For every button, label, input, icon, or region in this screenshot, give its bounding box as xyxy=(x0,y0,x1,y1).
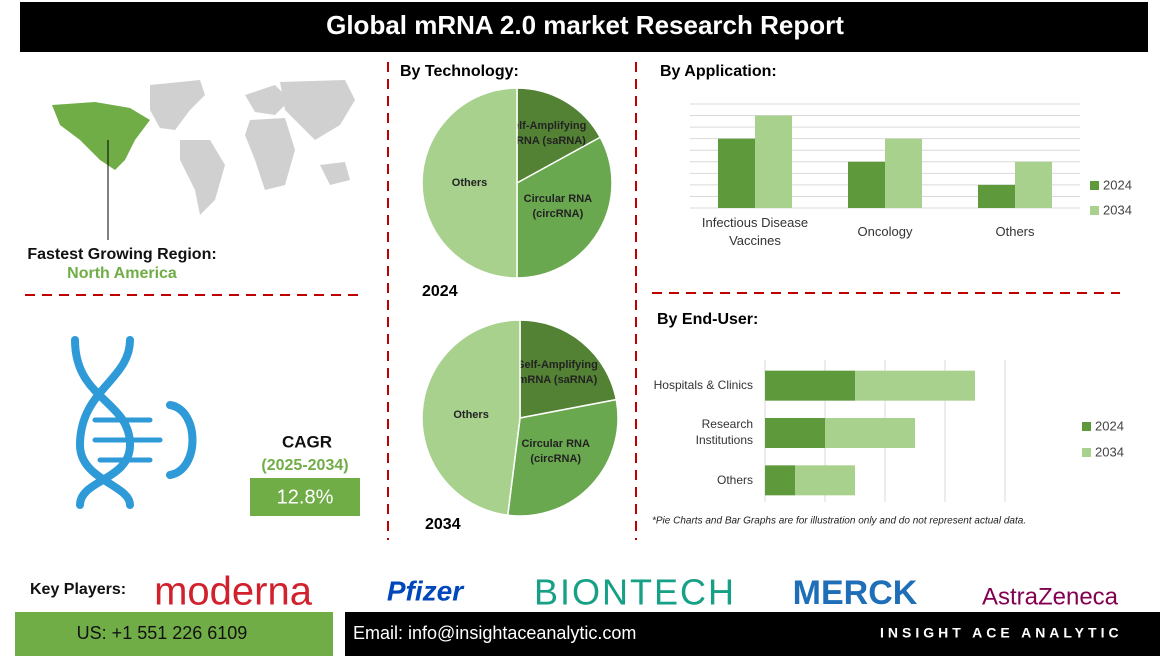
pie-slice xyxy=(506,398,619,517)
company-logo: MERCK xyxy=(793,574,918,612)
chart-title: By Application: xyxy=(660,63,777,80)
pie-label-box: Circular RNA (circRNA) xyxy=(523,193,593,221)
note: *Pie Charts and Bar Graphs are for illus… xyxy=(652,516,1026,527)
region-label: Fastest Growing Region: xyxy=(27,246,216,263)
category-label-box: Hospitals & Clinics xyxy=(653,377,753,392)
pie-slice xyxy=(516,136,613,279)
category-label: Others xyxy=(995,223,1035,239)
legend-label: 2034 xyxy=(1095,444,1124,459)
pie-label-box: Others xyxy=(451,176,488,189)
category-label-box: Research Institutions xyxy=(695,417,753,447)
cagr-label: CAGR xyxy=(282,432,332,451)
brand: INSIGHT ACE ANALYTIC xyxy=(880,625,1123,641)
pie-label-box: Self-Amplifying mRNA (saRNA) xyxy=(505,120,587,147)
category-label-box: Infectious Disease Vaccines xyxy=(701,214,809,248)
pie-label-box: Circular RNA (circRNA) xyxy=(521,437,590,465)
company-logo: AstraZeneca xyxy=(982,583,1119,610)
key-players-label: Key Players: xyxy=(30,581,126,598)
chart-title: By End-User: xyxy=(657,311,758,328)
bar xyxy=(885,138,922,208)
pie-slice xyxy=(519,319,618,419)
company-logo: Pfizer xyxy=(387,575,465,606)
pie-slice xyxy=(421,319,521,517)
region-value: North America xyxy=(67,265,177,282)
legend-label: 2034 xyxy=(1103,202,1132,217)
company-logo: BIONTECH xyxy=(534,572,736,613)
category-label-box: Oncology xyxy=(857,223,913,239)
cagr-box xyxy=(250,478,360,516)
pie-slice xyxy=(421,87,518,279)
legend-swatch xyxy=(1082,448,1091,457)
cagr-period: (2025-2034) xyxy=(261,457,348,474)
legend-swatch xyxy=(1090,181,1099,190)
category-label-box: Others xyxy=(995,223,1035,239)
dna-icon xyxy=(71,336,197,509)
dividers xyxy=(25,62,1120,540)
bar-segment xyxy=(825,418,915,448)
pie-label-box: Self-Amplifying mRNA (saRNA) xyxy=(517,358,598,386)
contact-bar xyxy=(345,612,1160,656)
category-label-box: Others xyxy=(716,472,753,487)
legend-label: 2024 xyxy=(1103,177,1132,192)
bar xyxy=(718,138,755,208)
pie-label: Self-Amplifying mRNA (saRNA) xyxy=(505,120,587,147)
world-map xyxy=(52,80,355,240)
legend-swatch xyxy=(1090,206,1099,215)
bar-segment xyxy=(765,418,825,448)
category-label: Hospitals & Clinics xyxy=(653,377,753,392)
bar-segment xyxy=(765,465,795,496)
category-label: Others xyxy=(716,472,753,487)
pie-label: Self-Amplifying mRNA (saRNA) xyxy=(517,358,598,386)
chart-title: By Technology: xyxy=(400,63,519,80)
pie-label: Circular RNA (circRNA) xyxy=(523,193,593,221)
email: Email: info@insightaceanalytic.com xyxy=(353,623,636,643)
category-label: Oncology xyxy=(857,223,913,239)
bar xyxy=(755,115,792,208)
chart-subtitle: 2034 xyxy=(425,516,461,533)
category-label: Research Institutions xyxy=(695,417,753,447)
bar-segment xyxy=(765,370,855,401)
phone-bar xyxy=(15,612,333,656)
bar xyxy=(1015,161,1052,208)
pie-label-box: Others xyxy=(453,408,489,421)
bar xyxy=(848,161,885,208)
cagr-value: 12.8% xyxy=(277,486,334,508)
bar xyxy=(978,184,1015,208)
pie-label: Others xyxy=(451,176,488,189)
pie-label: Circular RNA (circRNA) xyxy=(521,437,590,465)
pie-label: Others xyxy=(453,408,489,421)
company-logo: moderna xyxy=(154,570,313,614)
header-bar xyxy=(20,2,1148,52)
legend-label: 2024 xyxy=(1095,418,1124,433)
pie-slice xyxy=(516,87,602,185)
chart-subtitle: 2024 xyxy=(422,283,458,300)
legend-swatch xyxy=(1082,422,1091,431)
bar-segment xyxy=(795,465,855,496)
bar-segment xyxy=(855,370,975,401)
category-label: Infectious Disease Vaccines xyxy=(701,214,809,248)
phone: US: +1 551 226 6109 xyxy=(77,623,248,643)
page-title: Global mRNA 2.0 market Research Report xyxy=(326,10,844,40)
